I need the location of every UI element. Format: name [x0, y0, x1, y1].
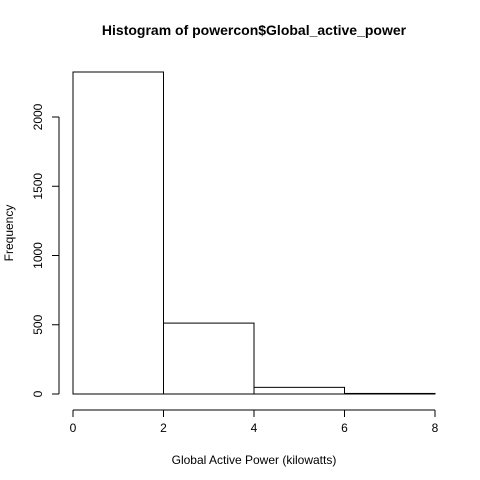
x-tick-label-4: 8	[432, 421, 439, 435]
histogram-bar-3	[344, 392, 436, 395]
x-tick-label-3: 6	[341, 421, 348, 435]
y-tick-label-3: 1500	[31, 173, 45, 200]
histogram-bar-1	[163, 322, 255, 395]
histogram-bar-0	[72, 71, 164, 395]
y-axis: 0 500 1000 1500 2000	[31, 103, 60, 397]
histogram-bars	[72, 71, 436, 395]
x-axis-label: Global Active Power (kilowatts)	[172, 453, 337, 467]
x-axis: 0 2 4 6 8	[70, 409, 439, 435]
histogram-bar-2	[253, 386, 345, 395]
y-tick-label-2: 1000	[31, 242, 45, 269]
x-tick-label-0: 0	[70, 421, 77, 435]
y-tick-label-4: 2000	[31, 103, 45, 130]
chart-title: Histogram of powercon$Global_active_powe…	[102, 22, 407, 38]
x-tick-label-2: 4	[251, 421, 258, 435]
x-tick-label-1: 2	[160, 421, 167, 435]
y-axis-label: Frequency	[2, 205, 16, 262]
y-tick-label-0: 0	[31, 390, 45, 397]
y-tick-label-1: 500	[31, 314, 45, 334]
